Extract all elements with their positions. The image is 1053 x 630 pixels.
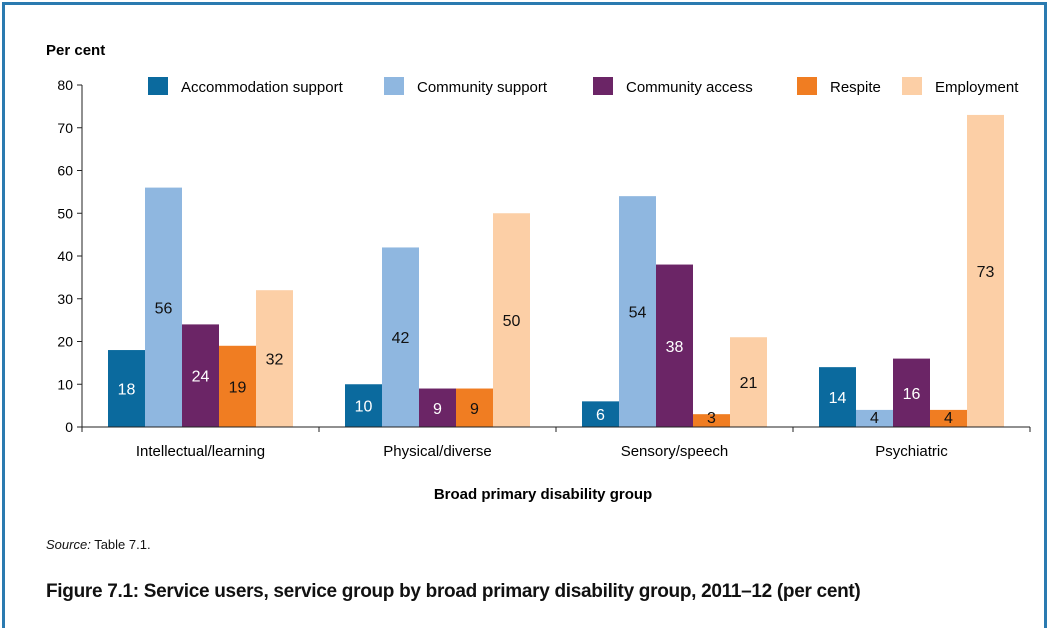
- data-label: 32: [266, 352, 284, 369]
- data-label: 38: [666, 339, 684, 356]
- y-tick-label: 60: [57, 163, 73, 179]
- data-label: 14: [829, 390, 847, 407]
- x-tick-label: Sensory/speech: [621, 443, 729, 460]
- bar: [893, 358, 930, 427]
- data-label: 9: [433, 401, 442, 418]
- legend-label: Employment: [935, 79, 1019, 96]
- data-label: 19: [229, 379, 247, 396]
- bar: [619, 196, 656, 427]
- bar: [967, 114, 1004, 428]
- bar: [582, 401, 619, 427]
- figure-title: Figure 7.1: Service users, service group…: [46, 581, 861, 602]
- bar: [419, 388, 456, 427]
- bar: [382, 247, 419, 427]
- legend-label: Community access: [626, 79, 753, 96]
- y-tick-label: 80: [57, 77, 73, 93]
- bar-chart: Per cent Accommodation support Community …: [46, 42, 1031, 503]
- legend-swatch: [902, 77, 922, 95]
- x-tick-label: Physical/diverse: [383, 443, 491, 460]
- bar: [819, 367, 856, 427]
- data-label: 9: [470, 401, 479, 418]
- legend-swatch: [148, 77, 168, 95]
- source-prefix: Source:: [46, 537, 91, 552]
- y-tick-label: 50: [57, 205, 73, 221]
- data-label: 73: [977, 264, 995, 281]
- data-label: 4: [870, 410, 879, 427]
- y-axis-label: Per cent: [46, 42, 105, 59]
- data-label: 50: [503, 313, 521, 330]
- bar: [856, 409, 893, 427]
- bar: [219, 345, 256, 427]
- bar: [145, 187, 182, 427]
- bar: [108, 350, 145, 427]
- y-tick-label: 40: [57, 248, 73, 264]
- legend-label: Respite: [830, 79, 881, 96]
- data-label: 18: [118, 382, 136, 399]
- data-label: 4: [944, 410, 953, 427]
- data-label: 42: [392, 330, 410, 347]
- data-label: 24: [192, 369, 210, 386]
- y-axis: 0 10 20 30 40 50 60 70 80: [57, 77, 83, 435]
- data-label: 54: [629, 305, 647, 322]
- y-tick-label: 0: [65, 419, 73, 435]
- data-label: 6: [596, 407, 605, 424]
- x-tick-label: Psychiatric: [875, 443, 948, 460]
- data-label: 10: [355, 399, 373, 416]
- bar: [345, 384, 382, 427]
- bar: [256, 290, 293, 427]
- x-axis-label: Broad primary disability group: [434, 486, 652, 503]
- legend-swatch: [384, 77, 404, 95]
- bar: [493, 213, 530, 427]
- legend-swatch: [797, 77, 817, 95]
- y-tick-label: 70: [57, 120, 73, 136]
- bar: [730, 337, 767, 427]
- data-label: 3: [707, 410, 716, 427]
- source-note: Source: Table 7.1.: [46, 537, 151, 552]
- y-tick-label: 30: [57, 291, 73, 307]
- bar: [182, 324, 219, 427]
- source-text: Table 7.1.: [90, 537, 151, 552]
- bars: 18 56 24 19 32 10 42 9 9 50 6 54 38 3 21 14 4 16 4 73: [108, 114, 1004, 428]
- bar: [656, 264, 693, 427]
- y-tick-label: 20: [57, 334, 73, 350]
- bar: [930, 409, 967, 427]
- legend-swatch: [593, 77, 613, 95]
- x-axis: Intellectual/learning Physical/diverse Sen…: [81, 426, 1031, 460]
- legend-label: Accommodation support: [181, 79, 344, 96]
- data-label: 21: [740, 375, 758, 392]
- y-tick-label: 10: [57, 376, 73, 392]
- data-label: 16: [903, 386, 921, 403]
- x-tick-label: Intellectual/learning: [136, 443, 265, 460]
- bar: [693, 414, 730, 427]
- legend-label: Community support: [417, 79, 548, 96]
- data-label: 56: [155, 300, 173, 317]
- bar: [456, 388, 493, 427]
- legend: Accommodation support Community support Co…: [148, 77, 1019, 96]
